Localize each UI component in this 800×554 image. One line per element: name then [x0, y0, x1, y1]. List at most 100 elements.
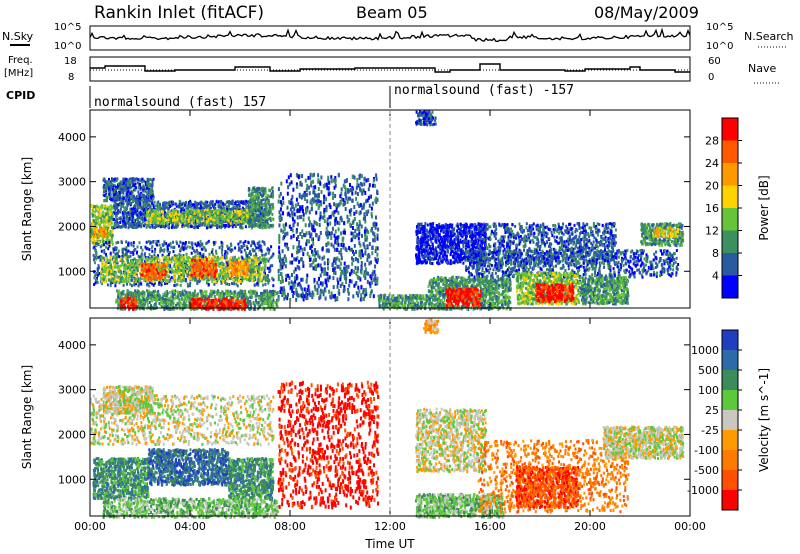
power-colorbar-swatch-7 — [722, 275, 738, 299]
power-ytick-label: 3000 — [58, 176, 86, 189]
velocity-colorbar-tick-label: -25 — [701, 424, 719, 437]
power-patch-9 — [140, 262, 167, 281]
velocity-colorbar-swatch-0 — [722, 330, 738, 351]
velocity-colorbar-swatch-8 — [722, 490, 738, 511]
power-patch-15 — [277, 172, 380, 302]
nave-axis-bottom: 0 — [708, 72, 714, 83]
velocity-xtick-label: 00:00 — [74, 520, 106, 533]
velocity-patch-6 — [277, 380, 380, 510]
power-panel: 1000 2000 3000 4000 Slant Range [km] — [20, 109, 691, 311]
power-patch-21 — [465, 248, 680, 279]
velocity-patch-5 — [102, 497, 279, 519]
freq-panel-frame — [89, 56, 691, 82]
power-colorbar-tick-label: 16 — [705, 202, 719, 215]
power-colorbar-swatch-0 — [722, 118, 738, 141]
cpid-segment-label-1: normalsound (fast) -157 — [394, 83, 574, 98]
beam-title: Beam 05 — [356, 3, 428, 22]
velocity-colorbar-swatch-3 — [722, 390, 738, 411]
nave-axis-top: 60 — [708, 56, 721, 67]
velocity-patch-12 — [423, 318, 440, 335]
velocity-patch-2 — [92, 456, 150, 501]
cpid-segment-label-0: normalsound (fast) 157 — [94, 95, 266, 110]
velocity-colorbar-tick-label: -100 — [694, 444, 719, 457]
velocity-colorbar-swatch-4 — [722, 410, 738, 431]
nave-label: Nave — [748, 62, 776, 75]
power-colorbar-swatch-2 — [722, 163, 738, 186]
velocity-colorbar-label: Velocity [m s^-1] — [757, 368, 771, 472]
velocity-panel: 1000 2000 3000 4000 00:00 04:00 08:00 12:00 16:0… — [20, 317, 706, 533]
nsky-label: N.Sky — [2, 30, 34, 43]
date-title: 08/May/2009 — [594, 3, 699, 22]
velocity-ytick-label: 2000 — [58, 428, 86, 441]
velocity-xtick-label: 08:00 — [274, 520, 306, 533]
power-colorbar-tick-label: 4 — [712, 270, 719, 283]
freq-label-line2: [MHz] — [4, 68, 33, 79]
power-colorbar: 28 24 20 16 12 8 4 Power [dB] — [705, 117, 771, 299]
velocity-colorbar-tick-label: -1000 — [687, 484, 719, 497]
power-patch-26 — [652, 226, 679, 239]
power-patch-0 — [90, 204, 115, 248]
power-patch-5 — [247, 186, 275, 230]
velocity-colorbar-tick-label: -500 — [694, 464, 719, 477]
velocity-xtick-label: 04:00 — [174, 520, 206, 533]
noise-axis-right-bottom: 10^0 — [706, 41, 733, 52]
power-patch-13 — [120, 296, 137, 311]
power-colorbar-swatch-4 — [722, 208, 738, 231]
power-ytick-label: 4000 — [58, 131, 86, 144]
x-axis-label: Time UT — [364, 537, 415, 551]
velocity-colorbar-swatch-1 — [722, 350, 738, 371]
velocity-colorbar-swatch-7 — [722, 470, 738, 491]
velocity-xtick-label: 16:00 — [474, 520, 506, 533]
noise-axis-left-bottom: 10^0 — [54, 41, 81, 52]
velocity-xtick-label: 12:00 — [374, 520, 406, 533]
noise-trace-line — [89, 27, 691, 42]
freq-label-line1: Freq. — [8, 55, 33, 66]
power-ylabel: Slant Range [km] — [20, 157, 34, 261]
power-colorbar-swatch-3 — [722, 185, 738, 209]
power-patch-27 — [415, 110, 437, 127]
velocity-colorbar-tick-label: 500 — [698, 364, 719, 377]
power-colorbar-swatch-6 — [722, 253, 738, 276]
noise-axis-right-top: 10^5 — [706, 22, 733, 33]
power-patch-24 — [577, 276, 630, 306]
velocity-colorbar-tick-label: 25 — [705, 404, 719, 417]
velocity-patch-0 — [90, 394, 275, 447]
velocity-colorbar-tick-label: 100 — [698, 384, 719, 397]
power-patch-10 — [190, 258, 217, 279]
velocity-patch-7 — [415, 407, 487, 474]
freq-trace — [90, 63, 690, 73]
station-title: Rankin Inlet (fitACF) — [94, 3, 264, 23]
power-ytick-label: 2000 — [58, 220, 86, 233]
power-colorbar-swatch-5 — [722, 230, 738, 254]
velocity-ytick-label: 1000 — [58, 473, 86, 486]
velocity-colorbar-frame — [721, 329, 739, 511]
velocity-patch-4 — [227, 457, 275, 501]
freq-step-line — [90, 63, 690, 73]
power-colorbar-tick-label: 20 — [705, 180, 719, 193]
nsearch-label: N.Search — [744, 30, 794, 43]
power-patch-4 — [145, 208, 255, 225]
velocity-colorbar-swatch-6 — [722, 450, 738, 471]
velocity-xtick-label: 20:00 — [574, 520, 606, 533]
velocity-patch-10 — [515, 465, 580, 510]
power-patch-16 — [377, 293, 430, 311]
power-colorbar-tick-label: 12 — [705, 225, 719, 238]
velocity-ylabel: Slant Range [km] — [20, 365, 34, 469]
velocity-colorbar: 1000 500 100 25 -25 -100 -500 -1000 Velocity [m … — [687, 329, 771, 511]
cpid-label: CPID — [6, 89, 35, 102]
noise-trace — [89, 27, 691, 42]
power-patch-19 — [445, 287, 482, 308]
velocity-colorbar-swatch-5 — [722, 430, 738, 451]
power-patch-6 — [102, 177, 155, 203]
noise-axis-left-top: 10^5 — [54, 22, 81, 33]
noise-panel-frame — [89, 25, 691, 51]
power-colorbar-label: Power [dB] — [757, 175, 771, 240]
freq-axis-top: 18 — [64, 56, 77, 67]
velocity-ytick-label: 3000 — [58, 384, 86, 397]
velocity-colorbar-tick-label: 1000 — [691, 344, 719, 357]
velocity-patch-3 — [147, 447, 230, 487]
power-patch-23 — [535, 282, 575, 304]
power-colorbar-tick-label: 28 — [705, 135, 719, 148]
velocity-patch-1 — [102, 385, 155, 415]
